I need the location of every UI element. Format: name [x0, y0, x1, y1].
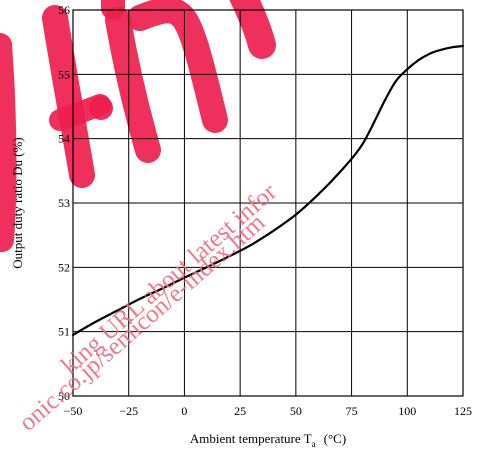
y-tick-label: 54 — [58, 132, 70, 146]
y-tick-label: 56 — [58, 3, 70, 17]
watermark-logo — [0, 0, 276, 252]
x-tick-label: −50 — [64, 404, 83, 418]
watermark-stroke — [229, 0, 276, 59]
x-tick-label: 125 — [454, 404, 472, 418]
x-tick-label: 0 — [181, 404, 187, 418]
watermark-stroke — [0, 33, 17, 252]
x-tick-label: 100 — [398, 404, 416, 418]
y-axis-label: Output duty ratio Du (%) — [10, 137, 25, 268]
x-tick-label: 75 — [346, 404, 358, 418]
x-axis-label: Ambient temperature Ta (°C) — [190, 431, 346, 449]
watermark-stroke — [42, 5, 95, 188]
x-axis-label-subscript: a — [312, 439, 316, 449]
y-tick-label: 51 — [58, 325, 70, 339]
grid — [73, 10, 463, 396]
x-axis-ticks: −50 −25 0 25 50 75 100 125 — [64, 404, 472, 418]
x-tick-label: −25 — [119, 404, 138, 418]
watermark-line-2: onic.co.jp/semicon/e-index.htm — [14, 209, 271, 437]
watermark-dot — [89, 96, 113, 120]
y-axis-ticks: 50 51 52 53 54 55 56 — [58, 3, 70, 403]
plot-frame — [72, 9, 464, 397]
x-tick-label: 25 — [234, 404, 246, 418]
watermark-text: king URL about latest inforonic.co.jp/se… — [14, 178, 282, 437]
y-tick-label: 55 — [58, 67, 70, 81]
x-axis-label-unit: (°C) — [324, 431, 347, 446]
y-tick-label: 50 — [58, 389, 70, 403]
y-tick-label: 52 — [58, 260, 70, 274]
watermark-stroke — [127, 0, 228, 133]
duty-ratio-curve — [71, 44, 465, 336]
watermark-stroke — [105, 7, 161, 163]
x-tick-label: 50 — [290, 404, 302, 418]
x-axis-label-main: Ambient temperature T — [190, 431, 312, 446]
y-tick-label: 53 — [58, 196, 70, 210]
